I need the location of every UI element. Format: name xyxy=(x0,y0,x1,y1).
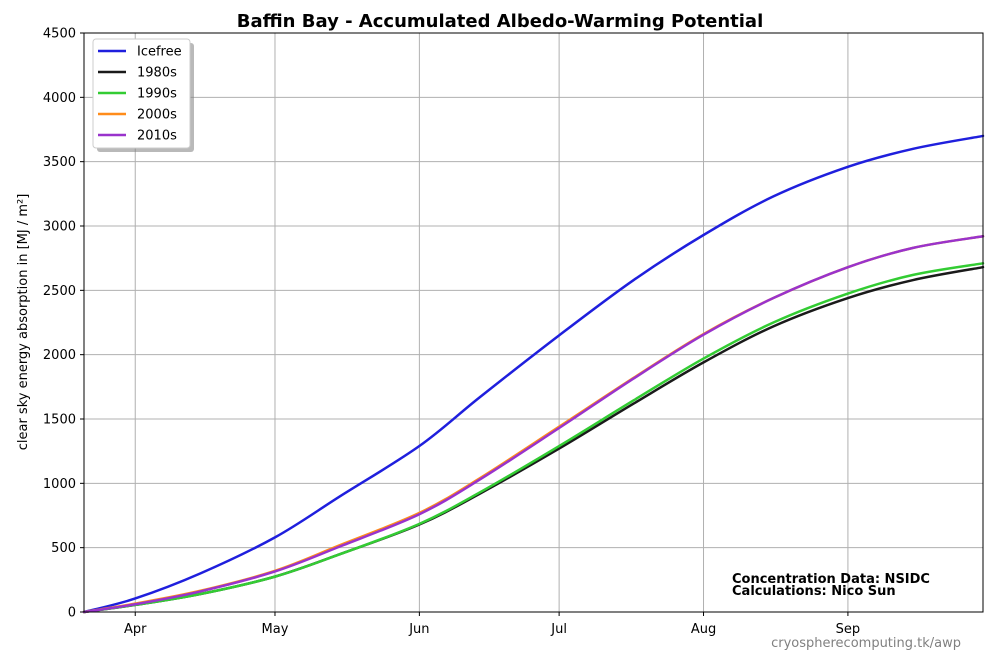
series-line-2010s xyxy=(82,235,985,614)
y-tick-label: 4000 xyxy=(43,91,76,106)
y-tick-label: 0 xyxy=(68,606,76,621)
legend-box xyxy=(92,38,191,149)
y-tick-label: 4500 xyxy=(43,27,76,42)
series-line-icefree xyxy=(82,134,985,614)
legend-label-2010s: 2010s xyxy=(137,129,177,144)
legend: Icefree 1980s 1990s 2000s 2010s xyxy=(92,38,194,152)
legend-label-1980s: 1980s xyxy=(137,66,177,81)
series-line-1990s xyxy=(82,262,985,614)
y-tick-label: 1000 xyxy=(43,477,76,492)
credit-url: cryospherecomputing.tk/awp xyxy=(771,636,961,650)
y-tick-label: 1500 xyxy=(43,413,76,428)
x-tick-label: Jul xyxy=(550,622,567,637)
chart-title: Baffin Bay - Accumulated Albedo-Warming … xyxy=(237,11,764,32)
x-axis-ticks: Apr May Jun Jul Aug Sep xyxy=(124,612,860,637)
plot-frame xyxy=(83,32,984,613)
x-tick-label: Apr xyxy=(124,622,147,637)
y-tick-label: 3000 xyxy=(43,220,76,235)
x-tick-label: Aug xyxy=(691,622,716,637)
legend-label-2000s: 2000s xyxy=(137,108,177,123)
legend-label-1990s: 1990s xyxy=(137,87,177,102)
x-tick-label: Sep xyxy=(836,622,861,637)
y-tick-label: 500 xyxy=(51,541,76,556)
y-tick-label: 2000 xyxy=(43,348,76,363)
annotation-calculations: Calculations: Nico Sun xyxy=(732,584,896,599)
y-axis-label: clear sky energy absorption in [MJ / m²] xyxy=(16,194,31,451)
y-tick-label: 3500 xyxy=(43,155,76,170)
series-lines xyxy=(82,134,985,614)
x-tick-label: Jun xyxy=(408,622,429,637)
legend-label-icefree: Icefree xyxy=(137,45,182,60)
grid xyxy=(84,32,983,613)
x-tick-label: May xyxy=(262,622,289,637)
y-tick-label: 2500 xyxy=(43,284,76,299)
annotation-data-source: Concentration Data: NSIDC xyxy=(732,572,930,587)
y-axis-ticks: 0 500 1000 1500 2000 2500 3000 3500 4000 4500 xyxy=(43,27,84,621)
